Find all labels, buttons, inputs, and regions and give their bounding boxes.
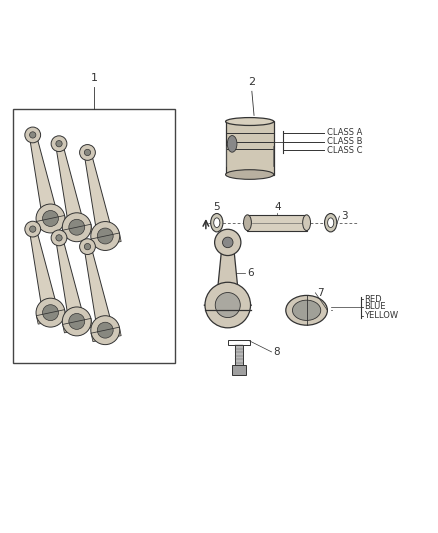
Text: CLASS B: CLASS B [327,137,363,146]
Ellipse shape [36,204,65,233]
Ellipse shape [51,136,67,151]
Bar [228,340,250,345]
Ellipse shape [30,226,36,232]
Polygon shape [56,237,85,323]
Ellipse shape [42,211,58,227]
Polygon shape [215,245,240,310]
Text: 6: 6 [247,268,254,278]
Bar [226,121,274,174]
Ellipse shape [80,239,95,255]
Ellipse shape [91,222,120,251]
Ellipse shape [226,118,274,125]
Ellipse shape [85,149,91,156]
Ellipse shape [328,218,334,228]
Ellipse shape [303,215,311,231]
Bar [13,109,175,363]
Ellipse shape [223,237,233,248]
Text: 7: 7 [318,288,324,298]
Ellipse shape [325,214,337,232]
Ellipse shape [286,295,327,325]
Text: YELLOW: YELLOW [364,311,399,320]
Text: CLASS C: CLASS C [327,146,363,155]
Ellipse shape [30,132,36,138]
Ellipse shape [80,144,95,160]
Text: 5: 5 [213,202,220,212]
Ellipse shape [25,127,41,143]
Polygon shape [84,152,113,238]
Bar [247,215,307,231]
Ellipse shape [36,298,65,327]
Polygon shape [91,233,121,247]
Ellipse shape [25,221,41,237]
Ellipse shape [205,282,251,328]
Ellipse shape [85,244,91,250]
Polygon shape [91,327,121,342]
Ellipse shape [211,214,223,232]
Ellipse shape [42,305,58,321]
Bar [235,343,243,365]
Ellipse shape [62,307,91,336]
Ellipse shape [214,218,220,228]
Text: 8: 8 [274,347,280,357]
Ellipse shape [97,322,113,338]
Text: CLASS A: CLASS A [327,128,363,138]
Ellipse shape [226,169,274,179]
Ellipse shape [215,293,240,318]
Polygon shape [36,310,67,324]
Ellipse shape [51,230,67,246]
Ellipse shape [97,228,113,244]
Polygon shape [63,224,93,239]
Polygon shape [204,305,252,310]
Text: RED: RED [364,295,382,304]
Polygon shape [29,228,58,314]
Polygon shape [56,143,85,229]
Text: BLUE: BLUE [364,302,386,311]
Polygon shape [36,215,67,230]
Polygon shape [29,134,58,220]
Ellipse shape [69,313,85,329]
Text: 3: 3 [342,211,348,221]
Text: 2: 2 [248,77,255,87]
Ellipse shape [215,229,241,255]
Ellipse shape [293,300,321,320]
Ellipse shape [62,213,91,241]
Ellipse shape [69,219,85,235]
Ellipse shape [56,235,62,241]
Ellipse shape [244,215,251,231]
Polygon shape [63,318,93,333]
Ellipse shape [227,135,237,152]
Text: 1: 1 [91,72,98,83]
Bar [232,365,246,375]
Ellipse shape [56,141,62,147]
Text: 4: 4 [275,202,282,212]
Ellipse shape [91,316,120,345]
Polygon shape [84,246,113,332]
